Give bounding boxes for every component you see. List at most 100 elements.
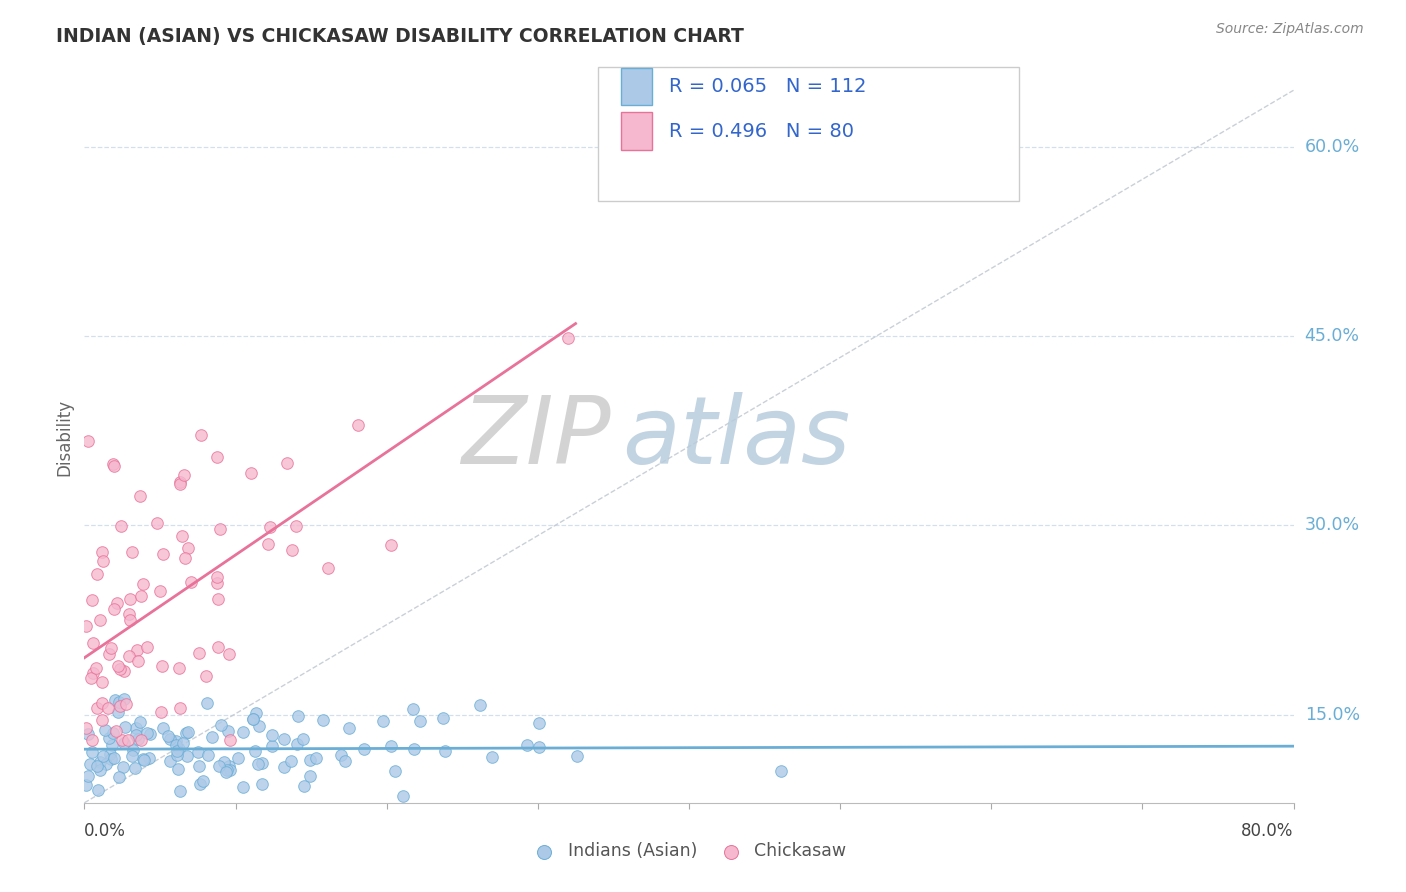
Point bbox=[169, 477, 191, 491]
Point bbox=[250, 756, 273, 770]
Point bbox=[166, 747, 188, 762]
Point bbox=[172, 736, 194, 750]
Point bbox=[280, 755, 302, 769]
Point bbox=[384, 764, 406, 778]
Point bbox=[97, 647, 120, 661]
Point bbox=[104, 693, 127, 707]
Point bbox=[176, 748, 198, 763]
Point bbox=[217, 723, 239, 738]
Text: INDIAN (ASIAN) VS CHICKASAW DISABILITY CORRELATION CHART: INDIAN (ASIAN) VS CHICKASAW DISABILITY C… bbox=[56, 27, 744, 45]
Point bbox=[75, 618, 97, 632]
Point bbox=[209, 718, 232, 732]
Point bbox=[103, 751, 125, 765]
Text: 15.0%: 15.0% bbox=[1305, 706, 1360, 723]
Point bbox=[259, 519, 281, 533]
Point bbox=[112, 691, 135, 706]
Point bbox=[292, 779, 315, 793]
Point bbox=[90, 696, 112, 710]
Point bbox=[167, 762, 190, 776]
Point bbox=[188, 777, 211, 791]
Point bbox=[90, 674, 112, 689]
Point bbox=[111, 760, 134, 774]
Point bbox=[190, 428, 212, 442]
Point bbox=[115, 697, 138, 711]
Point bbox=[527, 716, 550, 731]
Point bbox=[169, 784, 191, 798]
Point bbox=[128, 489, 150, 503]
Point bbox=[121, 545, 143, 559]
Text: 30.0%: 30.0% bbox=[1305, 516, 1360, 534]
Point bbox=[97, 701, 120, 715]
Point bbox=[77, 434, 100, 449]
Point bbox=[242, 712, 264, 726]
Point bbox=[135, 725, 157, 739]
Point bbox=[98, 731, 121, 745]
Point bbox=[90, 545, 112, 559]
Point bbox=[129, 732, 152, 747]
Point bbox=[101, 738, 124, 752]
Point bbox=[173, 467, 195, 482]
Point bbox=[124, 761, 146, 775]
Point bbox=[174, 550, 197, 565]
Point bbox=[105, 596, 128, 610]
Point bbox=[311, 713, 333, 727]
Point bbox=[218, 759, 240, 773]
Point bbox=[138, 751, 160, 765]
Point bbox=[125, 728, 148, 742]
Point bbox=[215, 764, 238, 779]
Point bbox=[174, 726, 197, 740]
Point bbox=[157, 730, 180, 744]
Y-axis label: Disability: Disability bbox=[55, 399, 73, 475]
Point bbox=[150, 659, 173, 673]
Point bbox=[159, 731, 181, 746]
Point bbox=[127, 643, 149, 657]
Point bbox=[108, 695, 131, 709]
Point bbox=[380, 538, 402, 552]
Point bbox=[87, 783, 110, 797]
Point bbox=[108, 699, 131, 714]
Point bbox=[285, 737, 308, 751]
Point bbox=[284, 518, 307, 533]
Point bbox=[226, 751, 249, 765]
Point bbox=[169, 701, 191, 715]
Text: 80.0%: 80.0% bbox=[1241, 822, 1294, 839]
Text: 45.0%: 45.0% bbox=[1305, 327, 1360, 345]
Point bbox=[232, 725, 254, 739]
Point bbox=[118, 607, 141, 622]
Point bbox=[89, 614, 111, 628]
Text: R = 0.496   N = 80: R = 0.496 N = 80 bbox=[669, 121, 855, 141]
Point bbox=[180, 574, 202, 589]
Point bbox=[177, 541, 200, 555]
Point bbox=[101, 726, 124, 740]
Point bbox=[139, 726, 162, 740]
Point bbox=[516, 738, 538, 752]
Point bbox=[89, 763, 111, 777]
Point bbox=[262, 739, 284, 753]
Point bbox=[107, 705, 129, 719]
Point bbox=[82, 636, 104, 650]
Point bbox=[152, 547, 174, 561]
Text: atlas: atlas bbox=[623, 392, 851, 483]
Point bbox=[86, 758, 108, 772]
Point bbox=[100, 641, 122, 656]
Point bbox=[121, 748, 143, 763]
Point bbox=[276, 456, 298, 470]
Point bbox=[205, 575, 228, 590]
Point bbox=[402, 701, 425, 715]
Point bbox=[82, 666, 104, 681]
Point bbox=[214, 756, 236, 770]
Point bbox=[80, 671, 103, 685]
Point bbox=[557, 331, 579, 345]
Point bbox=[149, 583, 172, 598]
Point bbox=[94, 723, 117, 738]
Point bbox=[409, 714, 432, 728]
Point bbox=[96, 756, 118, 771]
Point bbox=[292, 731, 315, 746]
Point bbox=[108, 770, 131, 784]
Point bbox=[330, 747, 353, 762]
Point bbox=[107, 659, 129, 673]
Point bbox=[299, 753, 322, 767]
Point bbox=[197, 697, 219, 711]
Point bbox=[207, 592, 229, 607]
Point bbox=[353, 742, 375, 756]
